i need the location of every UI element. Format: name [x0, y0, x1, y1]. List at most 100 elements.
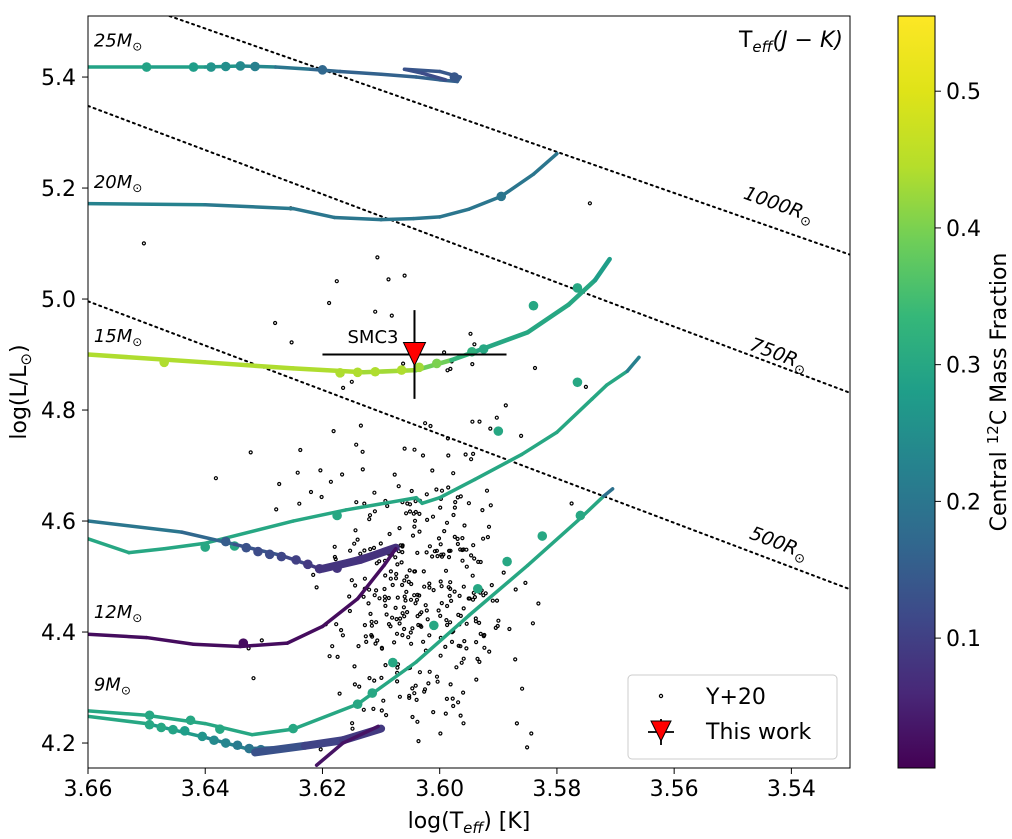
y20-point	[347, 608, 352, 614]
y20-point	[394, 571, 399, 577]
y20-point	[435, 679, 440, 684]
track-segment-12Msun_upper	[520, 430, 559, 457]
y20-point	[423, 421, 428, 426]
y20-point	[375, 638, 380, 643]
y20-point	[388, 624, 393, 629]
y20-point	[469, 553, 474, 558]
x-axis-label: log(Teff) [K]	[408, 809, 531, 837]
y20-point	[444, 617, 449, 623]
y20-point	[273, 320, 278, 326]
y20-point	[461, 584, 466, 589]
track-segment-9Msun_upper	[250, 727, 295, 737]
y20-point	[459, 660, 464, 665]
y20-point	[447, 593, 452, 598]
radius-label: 750R⊙	[745, 334, 811, 380]
track-segment-12Msun_thick	[356, 543, 400, 564]
y20-point	[410, 626, 415, 631]
y20-point	[350, 726, 355, 731]
y20-point	[410, 686, 415, 691]
mass-label: 9M⊙	[94, 674, 131, 697]
y20-point	[450, 696, 455, 701]
y20-point	[407, 693, 412, 698]
y20-point	[455, 536, 460, 542]
y20-point	[297, 501, 302, 506]
y20-point	[366, 601, 371, 606]
track-segment-20Msun	[203, 202, 295, 211]
y20-point	[417, 670, 422, 675]
y20-point	[583, 384, 589, 389]
y20-point	[319, 494, 324, 500]
track-segment-25Msun	[402, 67, 424, 75]
colorbar-tick-label: 0.1	[946, 627, 981, 652]
track-segment-12Msun_upper	[625, 355, 641, 373]
track-marker-9Msun_upper	[185, 715, 196, 726]
y20-point	[421, 639, 426, 644]
y20-point	[382, 598, 387, 603]
y20-point	[443, 711, 448, 716]
track-marker-9Msun_lower	[144, 719, 155, 730]
track-segment-9Msun_stub	[341, 724, 380, 745]
radius-label: 500R⊙	[745, 522, 811, 568]
y20-point	[400, 582, 405, 588]
track-marker-12Msun_upper	[200, 542, 211, 552]
y20-point	[470, 573, 475, 578]
y20-point	[466, 596, 471, 601]
y20-point	[339, 627, 344, 633]
y20-point	[379, 708, 384, 713]
y20-point	[477, 659, 482, 665]
y20-point	[481, 634, 486, 639]
y20-point	[357, 684, 362, 689]
y20-point	[464, 646, 469, 651]
track-segment-20Msun	[467, 194, 503, 211]
y20-point	[382, 586, 387, 592]
y20-point	[587, 201, 593, 206]
y20-point	[382, 594, 387, 599]
y20-point	[395, 595, 400, 600]
y20-point	[334, 622, 339, 627]
track-marker-9Msun_lower	[179, 726, 190, 736]
y20-point	[373, 641, 378, 646]
colorbar-tick-label: 0.2	[946, 490, 981, 515]
y20-point	[400, 611, 405, 616]
track-segment-20Msun	[531, 151, 559, 176]
y20-point	[472, 342, 477, 347]
y20-point	[335, 654, 340, 660]
y20-point	[213, 476, 218, 481]
track-segment-15Msun	[592, 256, 612, 283]
y20-point	[340, 472, 345, 477]
y20-point	[334, 279, 339, 284]
y20-point	[392, 472, 397, 477]
track-marker-25Msun	[449, 72, 460, 82]
track-marker-9Msun_lower	[220, 738, 231, 748]
y20-point	[358, 551, 363, 556]
y20-point	[428, 423, 433, 429]
y20-point	[318, 747, 323, 752]
y20-point	[425, 517, 430, 523]
y20-point	[417, 511, 422, 517]
track-marker-15Msun	[431, 358, 442, 369]
y20-point	[369, 623, 374, 628]
y20-point	[402, 614, 407, 619]
y20-point	[470, 597, 476, 602]
y20-point	[477, 620, 482, 626]
y20-point	[367, 587, 372, 592]
track-marker-9Msun_upper	[352, 699, 363, 709]
track-segment-9Msun_thick	[251, 741, 309, 757]
y20-point	[424, 550, 429, 555]
y20-point	[397, 525, 402, 531]
y20-point	[439, 600, 444, 606]
track-segment-9Msun_thick	[300, 736, 347, 750]
y20-point	[402, 594, 407, 599]
y20-point	[435, 553, 440, 559]
y20-point	[470, 419, 475, 424]
y20-point	[493, 625, 498, 631]
y20-point	[328, 479, 333, 484]
y20-point	[337, 691, 342, 696]
y20-point	[400, 549, 405, 555]
y20-point	[449, 598, 454, 604]
y20-point	[464, 621, 469, 626]
track-segment-12Msun_upper	[162, 541, 207, 551]
y20-point	[248, 450, 253, 455]
mass-labels: 25M⊙ 20M⊙ 15M⊙ 12M⊙ 9M⊙	[94, 31, 143, 698]
y20-point	[352, 682, 357, 687]
